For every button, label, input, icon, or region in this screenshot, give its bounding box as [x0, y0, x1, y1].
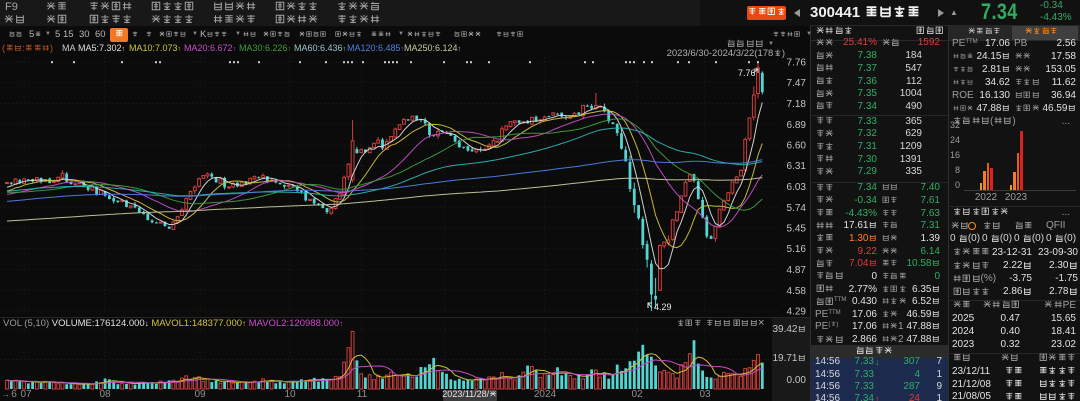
svg-text:6.89: 6.89: [787, 120, 807, 131]
svg-text:4.58: 4.58: [787, 286, 807, 297]
svg-text:7.47: 7.47: [787, 78, 807, 89]
svg-text:7.76: 7.76: [787, 58, 807, 69]
svg-text:5.16: 5.16: [787, 244, 807, 255]
svg-text:7.76: 7.76: [738, 68, 756, 78]
svg-text:4.29: 4.29: [654, 302, 672, 312]
svg-text:4.87: 4.87: [787, 265, 807, 276]
svg-text:6.60: 6.60: [787, 141, 807, 152]
svg-text:5.45: 5.45: [787, 224, 807, 235]
svg-text:5.74: 5.74: [787, 203, 807, 214]
svg-text:7.18: 7.18: [787, 99, 807, 110]
svg-text:4.29: 4.29: [787, 307, 807, 318]
svg-text:6.03: 6.03: [787, 182, 807, 193]
svg-text:6.31: 6.31: [787, 161, 807, 172]
